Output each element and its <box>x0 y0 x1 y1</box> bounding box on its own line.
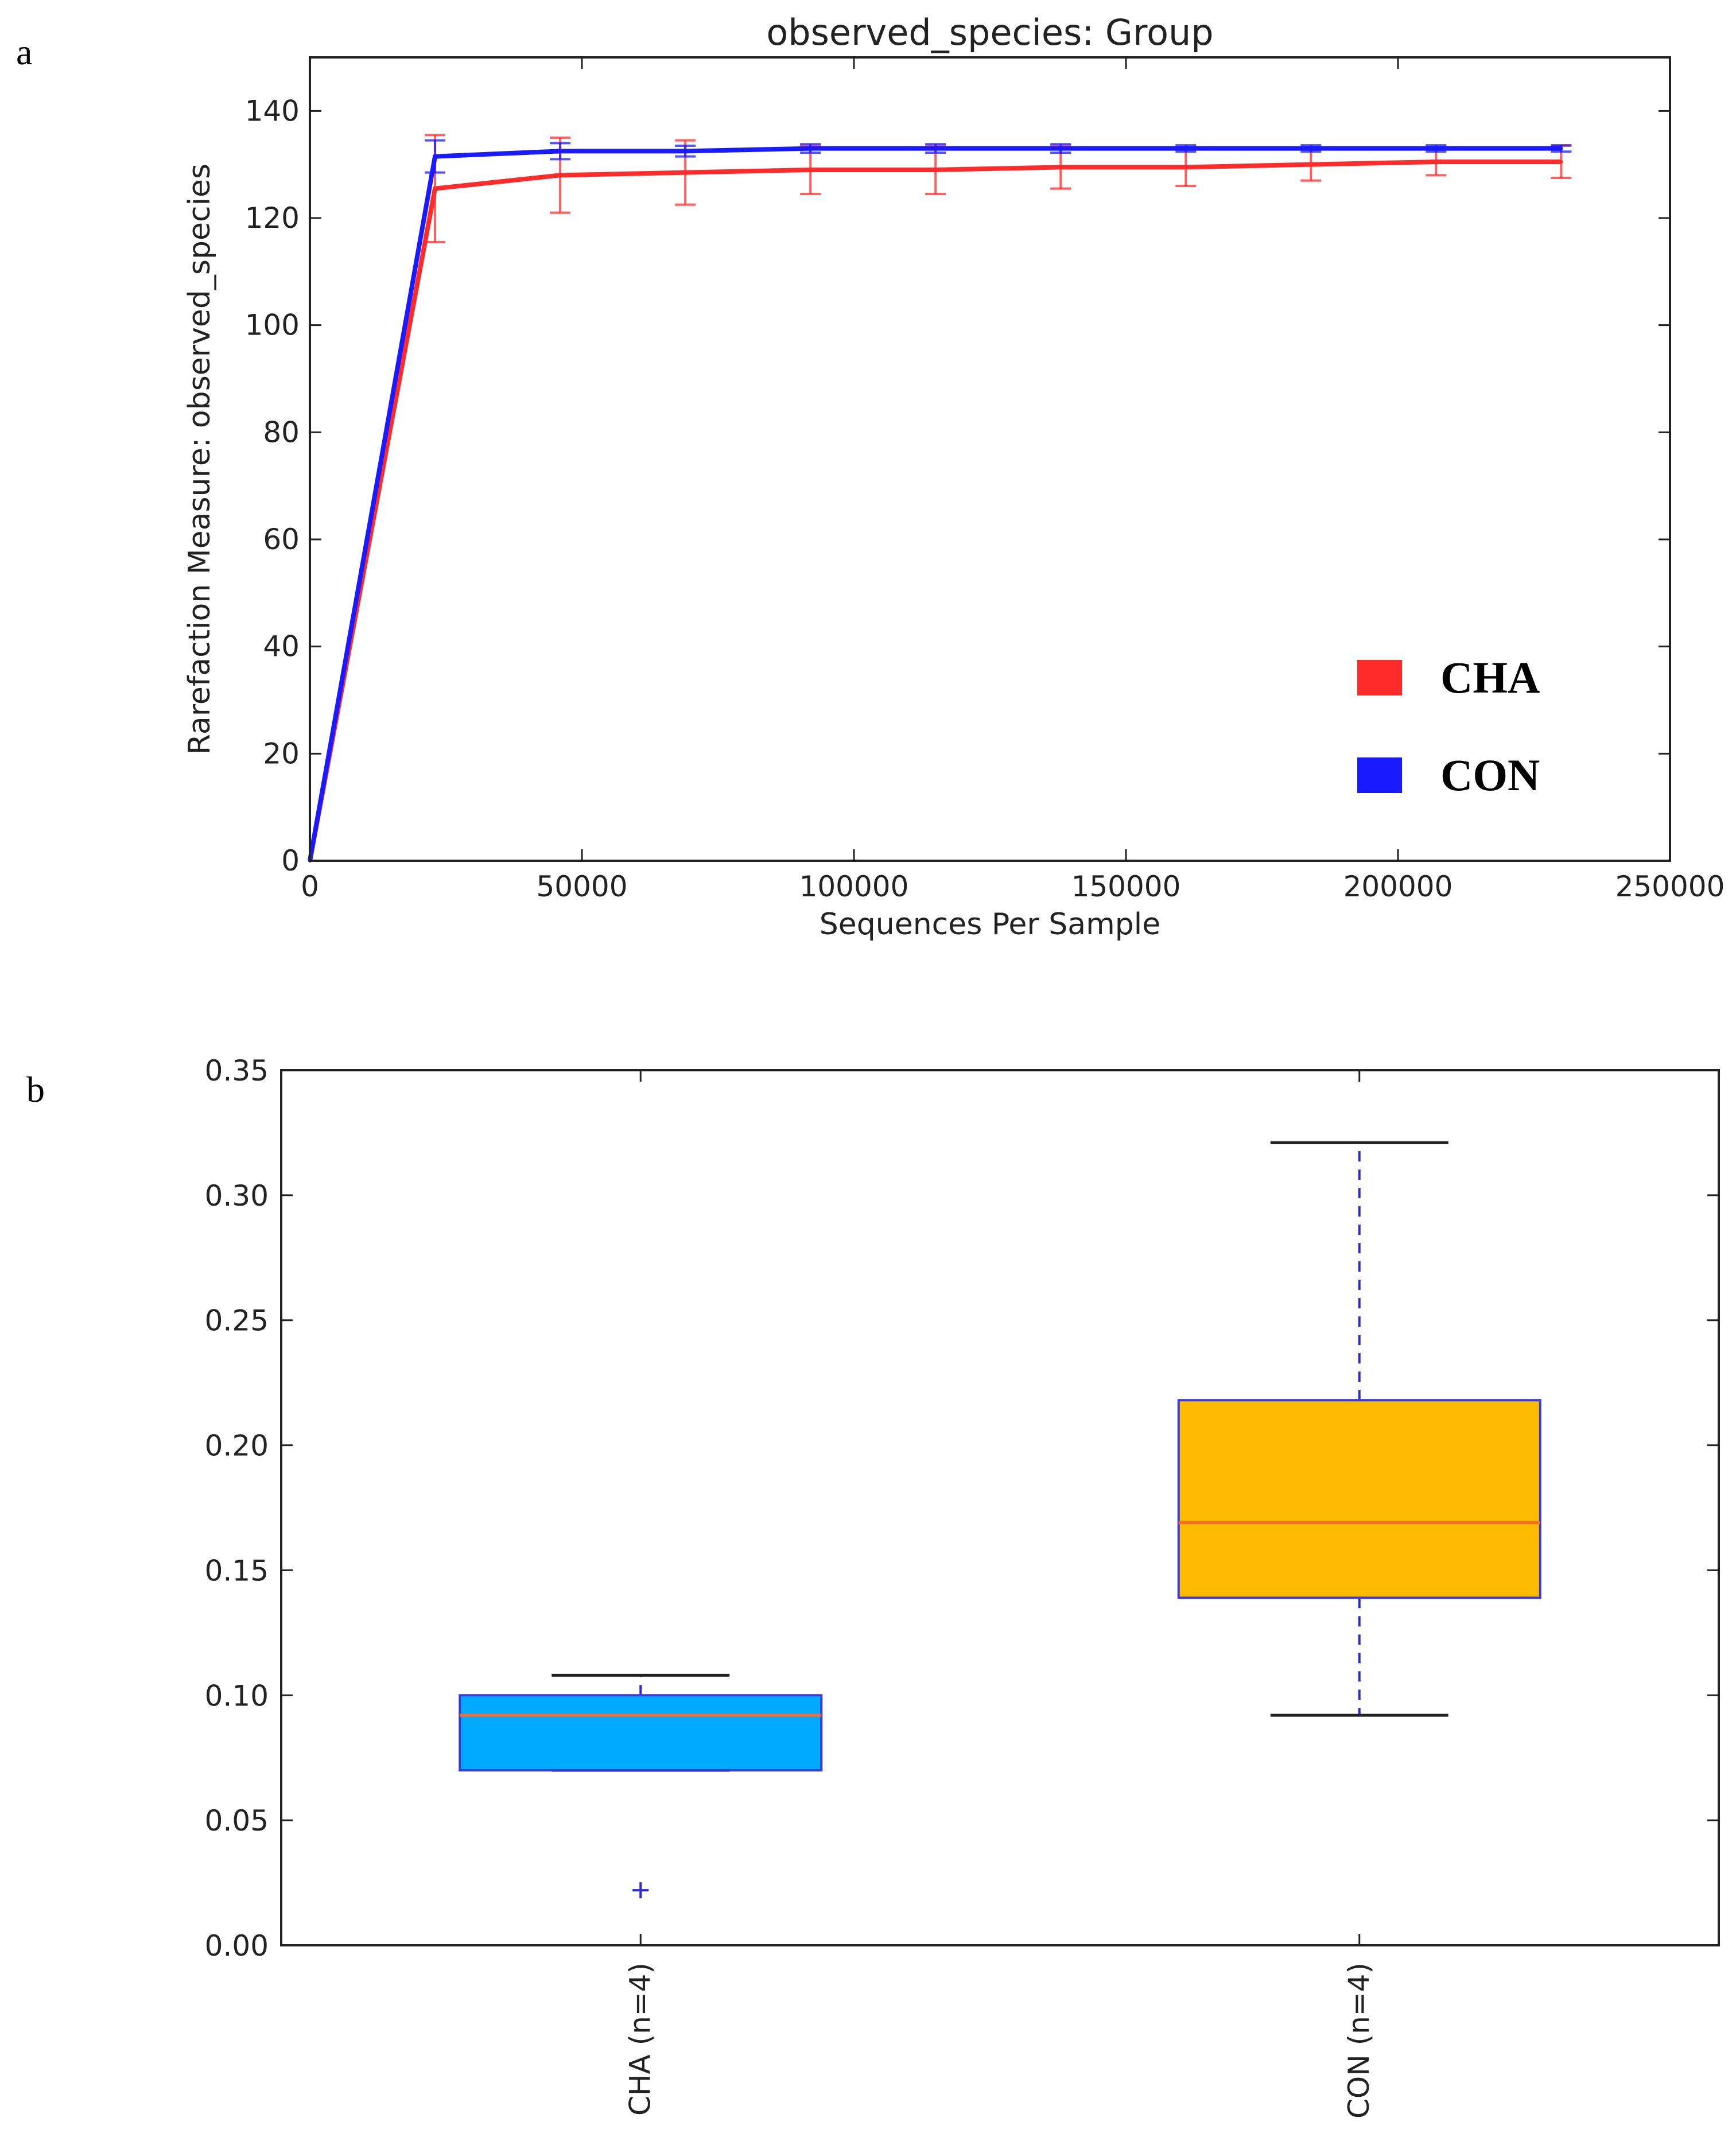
y-tick-label: 0.35 <box>205 1054 269 1087</box>
chart-a-x-axis-label: Sequences Per Sample <box>820 907 1161 942</box>
x-tick-label: 50000 <box>536 870 627 903</box>
data-point <box>433 186 437 191</box>
x-tick-label: 250000 <box>1615 870 1725 903</box>
chart-a-series <box>308 134 1572 862</box>
y-tick-label: 0.00 <box>205 1929 269 1963</box>
y-tick-label: 0 <box>281 844 300 877</box>
y-tick-label: 60 <box>263 523 300 556</box>
data-point <box>809 168 813 172</box>
y-tick-label: 120 <box>245 201 300 235</box>
x-tick-label: 200000 <box>1343 870 1453 903</box>
x-tick-label: 0 <box>301 870 319 903</box>
data-point <box>1059 146 1063 150</box>
panel-a-rarefaction-chart: a observed_species: Group Sequences Per … <box>16 11 1725 942</box>
box-cha <box>459 1673 823 1899</box>
data-point <box>934 146 938 150</box>
y-tick-label: 100 <box>245 309 300 342</box>
y-tick-label: 0.15 <box>205 1554 269 1587</box>
chart-b-plot-frame <box>280 1069 1720 1946</box>
data-point <box>1309 146 1313 150</box>
y-tick-label: 20 <box>263 737 300 770</box>
data-point <box>433 154 437 158</box>
x-category-label: CHA (n=4) <box>623 1963 657 2116</box>
x-category-label: CON (n=4) <box>1342 1963 1376 2119</box>
data-point <box>1434 146 1438 150</box>
chart-a-y-axis-label: Rarefaction Measure: observed_species <box>182 164 217 755</box>
y-tick-label: 0.20 <box>205 1429 269 1463</box>
x-tick-label: 100000 <box>799 870 909 903</box>
chart-a-title: observed_species: Group <box>766 11 1213 53</box>
panel-a-letter: a <box>16 32 32 72</box>
data-point <box>1309 162 1313 166</box>
box-body <box>459 1694 823 1771</box>
data-point <box>1559 146 1563 150</box>
y-tick-label: 0.30 <box>205 1179 269 1213</box>
chart-b-boxes <box>459 1141 1541 1899</box>
legend-label-con: CON <box>1440 750 1540 800</box>
data-point <box>1184 146 1188 150</box>
data-point <box>558 173 562 177</box>
panel-b-letter: b <box>26 1069 45 1110</box>
x-tick-label: 150000 <box>1071 870 1181 903</box>
legend-swatch-con <box>1357 757 1402 793</box>
y-tick-label: 140 <box>245 94 300 127</box>
data-point <box>1059 165 1063 169</box>
chart-a-plot-frame <box>309 56 1671 862</box>
chart-a-legend: CHA CON <box>1357 652 1540 800</box>
chart-b-ticks: 0.00 0.05 0.10 0.15 0.20 0.25 0.30 0.35 CHA (n=4… <box>205 1054 1719 2119</box>
series-con <box>308 139 1572 862</box>
y-tick-label: 80 <box>263 415 300 449</box>
y-tick-label: 40 <box>263 630 300 663</box>
panel-b-boxplot-chart: b 0.00 0.05 0.10 0.15 0.20 0.25 0.30 0.35 CHA (n… <box>26 1054 1720 2119</box>
y-tick-label: 0.25 <box>205 1304 269 1338</box>
box-body <box>1177 1399 1541 1599</box>
chart-a-ticks: 0 50000 100000 150000 200000 250000 0 20 40 60 80 1… <box>245 57 1725 903</box>
data-point <box>1559 160 1563 164</box>
box-con <box>1177 1141 1541 1717</box>
y-tick-label: 0.10 <box>205 1679 269 1712</box>
legend-swatch-cha <box>1357 660 1402 695</box>
data-point <box>934 168 938 172</box>
outlier-marker <box>632 1882 649 1899</box>
data-point <box>683 149 688 153</box>
data-point <box>558 149 562 153</box>
data-point <box>683 170 688 174</box>
legend-label-cha: CHA <box>1440 652 1540 702</box>
y-tick-label: 0.05 <box>205 1804 269 1837</box>
data-point <box>1434 160 1438 164</box>
data-point <box>809 146 813 150</box>
data-point <box>1184 165 1188 169</box>
